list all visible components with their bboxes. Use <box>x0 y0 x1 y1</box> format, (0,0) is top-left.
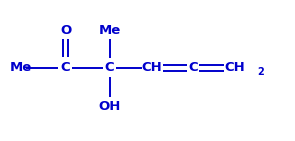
Text: 2: 2 <box>257 67 264 77</box>
Text: C: C <box>105 61 114 74</box>
Text: O: O <box>60 24 71 37</box>
Text: Me: Me <box>99 24 121 37</box>
Text: OH: OH <box>98 100 121 113</box>
Text: Me: Me <box>10 61 32 74</box>
Text: CH: CH <box>142 61 162 74</box>
Text: C: C <box>61 61 71 74</box>
Text: CH: CH <box>225 61 245 74</box>
Text: C: C <box>188 61 198 74</box>
